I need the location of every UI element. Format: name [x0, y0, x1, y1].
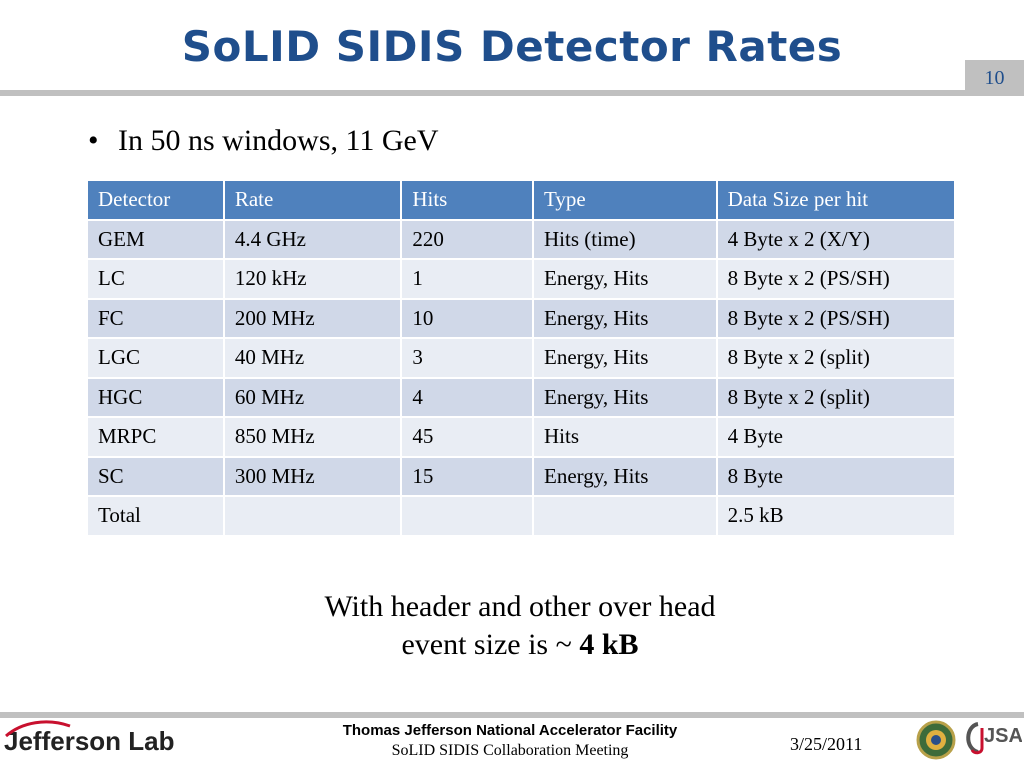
cell-type: Energy, Hits	[532, 455, 718, 497]
cell-detector: Total	[86, 495, 225, 537]
cell-type: Energy, Hits	[532, 258, 718, 300]
table-row: GEM 4.4 GHz 220 Hits (time) 4 Byte x 2 (…	[86, 218, 957, 260]
table-header-row: Detector Rate Hits Type Data Size per hi…	[86, 179, 957, 221]
cell-hits	[400, 495, 534, 537]
cell-hits: 3	[400, 337, 534, 379]
header-detector: Detector	[86, 179, 225, 221]
slide-title: SoLID SIDIS Detector Rates	[181, 22, 843, 71]
header-type: Type	[532, 179, 718, 221]
jsa-logo-text: JSA	[984, 725, 1022, 747]
cell-rate: 120 kHz	[222, 258, 403, 300]
cell-detector: LC	[86, 258, 225, 300]
jefferson-lab-logo: Jefferson Lab	[4, 720, 175, 757]
note-event-size-value: 4 kB	[579, 628, 639, 661]
cell-data-size: 4 Byte x 2 (X/Y)	[715, 218, 957, 260]
bullet-text: In 50 ns windows, 11 GeV	[118, 124, 439, 157]
cell-hits: 4	[400, 376, 534, 418]
bullet-dot-icon: •	[88, 124, 99, 157]
slide-number: 10	[965, 60, 1024, 96]
doe-seal-icon	[916, 720, 956, 760]
cell-type: Energy, Hits	[532, 337, 718, 379]
table-row: SC 300 MHz 15 Energy, Hits 8 Byte	[86, 455, 957, 497]
cell-hits: 10	[400, 297, 534, 339]
event-size-note: With header and other over head event si…	[0, 588, 1024, 664]
cell-hits: 15	[400, 455, 534, 497]
note-line-2-prefix: event size is ~	[401, 628, 580, 661]
cell-hits: 220	[400, 218, 534, 260]
note-line-1: With header and other over head	[324, 590, 716, 623]
table-row: FC 200 MHz 10 Energy, Hits 8 Byte x 2 (P…	[86, 297, 957, 339]
jsa-logo-icon: JSA	[966, 722, 1023, 755]
table-row: LGC 40 MHz 3 Energy, Hits 8 Byte x 2 (sp…	[86, 337, 957, 379]
cell-hits: 45	[400, 416, 534, 458]
cell-rate: 60 MHz	[222, 376, 403, 418]
cell-rate: 40 MHz	[222, 337, 403, 379]
detector-rates-table: Detector Rate Hits Type Data Size per hi…	[86, 179, 957, 537]
bullet-item: • In 50 ns windows, 11 GeV	[88, 124, 439, 158]
cell-detector: GEM	[86, 218, 225, 260]
cell-data-size: 8 Byte	[715, 455, 957, 497]
cell-detector: SC	[86, 455, 225, 497]
cell-data-size: 8 Byte x 2 (split)	[715, 376, 957, 418]
header-rate: Rate	[222, 179, 403, 221]
footer-divider	[0, 712, 1024, 718]
cell-hits: 1	[400, 258, 534, 300]
meeting-name: SoLID SIDIS Collaboration Meeting	[391, 742, 629, 759]
title-divider	[0, 90, 965, 96]
table-total-row: Total 2.5 kB	[86, 495, 957, 537]
cell-data-size: 8 Byte x 2 (PS/SH)	[715, 297, 957, 339]
table-row: HGC 60 MHz 4 Energy, Hits 8 Byte x 2 (sp…	[86, 376, 957, 418]
table-row: MRPC 850 MHz 45 Hits 4 Byte	[86, 416, 957, 458]
cell-type: Energy, Hits	[532, 376, 718, 418]
cell-detector: HGC	[86, 376, 225, 418]
cell-data-size: 8 Byte x 2 (PS/SH)	[715, 258, 957, 300]
cell-detector: MRPC	[86, 416, 225, 458]
header-data-size: Data Size per hit	[715, 179, 957, 221]
facility-name: Thomas Jefferson National Accelerator Fa…	[342, 722, 678, 739]
cell-rate: 850 MHz	[222, 416, 403, 458]
cell-detector: LGC	[86, 337, 225, 379]
cell-data-size: 8 Byte x 2 (split)	[715, 337, 957, 379]
cell-detector: FC	[86, 297, 225, 339]
jsa-logo: JSA	[960, 718, 1023, 765]
cell-rate: 4.4 GHz	[222, 218, 403, 260]
swoosh-icon	[5, 720, 71, 738]
cell-type: Energy, Hits	[532, 297, 718, 339]
cell-type: Hits	[532, 416, 718, 458]
cell-type	[532, 495, 718, 537]
cell-data-size: 4 Byte	[715, 416, 957, 458]
cell-type: Hits (time)	[532, 218, 718, 260]
cell-rate: 200 MHz	[222, 297, 403, 339]
note-line-2: event size is ~ 4 kB	[0, 626, 1024, 664]
cell-data-size: 2.5 kB	[715, 495, 957, 537]
logo-text: Jefferson Lab	[4, 726, 175, 756]
cell-rate	[222, 495, 403, 537]
cell-rate: 300 MHz	[222, 455, 403, 497]
header-hits: Hits	[400, 179, 534, 221]
slide-date: 3/25/2011	[790, 734, 863, 754]
table-row: LC 120 kHz 1 Energy, Hits 8 Byte x 2 (PS…	[86, 258, 957, 300]
